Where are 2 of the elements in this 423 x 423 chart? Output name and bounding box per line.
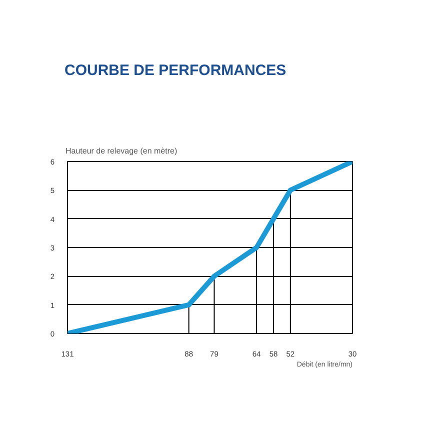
chart-title: COURBE DE PERFORMANCES <box>64 62 286 79</box>
y-axis-title: Hauteur de relevage (en mètre) <box>66 146 178 156</box>
